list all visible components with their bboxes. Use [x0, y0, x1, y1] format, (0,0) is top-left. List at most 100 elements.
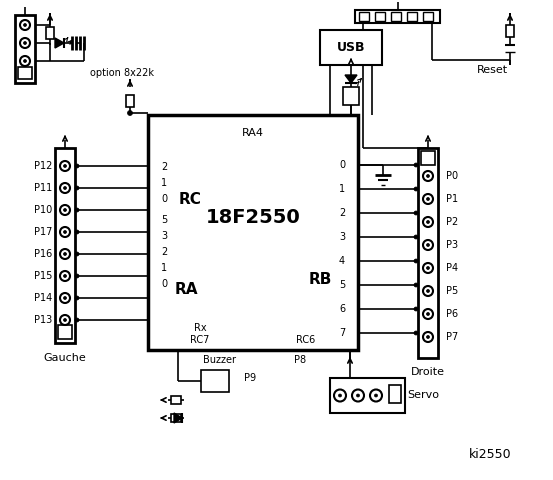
Text: RA: RA: [174, 283, 198, 298]
Text: P2: P2: [446, 217, 458, 227]
Text: P0: P0: [446, 171, 458, 181]
Text: P12: P12: [34, 161, 52, 171]
Text: ki2550: ki2550: [469, 448, 512, 461]
Circle shape: [423, 332, 433, 342]
Bar: [355, 10, 440, 23]
Bar: [46, 27, 54, 39]
Circle shape: [60, 183, 70, 193]
Polygon shape: [345, 75, 357, 83]
Text: P7: P7: [446, 332, 458, 342]
Text: 1: 1: [161, 178, 167, 188]
Text: RC6: RC6: [296, 335, 316, 345]
Circle shape: [64, 297, 66, 300]
Circle shape: [75, 252, 79, 256]
Circle shape: [426, 243, 430, 247]
Circle shape: [334, 389, 346, 401]
Bar: [506, 25, 514, 37]
Text: 2: 2: [161, 247, 167, 257]
Text: P10: P10: [34, 205, 52, 215]
Text: P11: P11: [34, 183, 52, 193]
Circle shape: [414, 211, 418, 215]
Text: RC: RC: [179, 192, 201, 207]
Text: RA4: RA4: [242, 128, 264, 138]
Text: Gauche: Gauche: [44, 353, 86, 363]
Text: P15: P15: [34, 271, 52, 281]
Text: 5: 5: [339, 280, 345, 290]
Bar: [148, 115, 358, 350]
Text: 3: 3: [161, 231, 167, 241]
Bar: [343, 87, 359, 105]
Bar: [418, 148, 438, 358]
Text: 0: 0: [161, 194, 167, 204]
Circle shape: [75, 318, 79, 322]
Circle shape: [75, 208, 79, 212]
Bar: [201, 370, 229, 392]
Circle shape: [426, 197, 430, 201]
Bar: [421, 151, 435, 165]
Circle shape: [414, 259, 418, 263]
Circle shape: [414, 187, 418, 191]
Circle shape: [64, 252, 66, 255]
Bar: [55, 148, 75, 343]
Circle shape: [414, 331, 418, 335]
Circle shape: [60, 315, 70, 325]
Polygon shape: [55, 38, 64, 48]
Circle shape: [75, 274, 79, 278]
Bar: [330, 378, 405, 413]
Bar: [391, 12, 401, 21]
Circle shape: [64, 275, 66, 277]
Text: 4: 4: [339, 256, 345, 266]
Circle shape: [23, 41, 27, 45]
Circle shape: [426, 289, 430, 292]
Circle shape: [426, 266, 430, 269]
Circle shape: [60, 161, 70, 171]
Circle shape: [128, 110, 133, 116]
Circle shape: [60, 227, 70, 237]
Circle shape: [426, 312, 430, 315]
Text: 2: 2: [339, 208, 345, 218]
Circle shape: [423, 286, 433, 296]
Text: 0: 0: [161, 279, 167, 289]
Circle shape: [64, 230, 66, 233]
Circle shape: [75, 230, 79, 234]
Text: P13: P13: [34, 315, 52, 325]
Text: 0: 0: [339, 160, 345, 170]
Circle shape: [64, 165, 66, 168]
Circle shape: [414, 307, 418, 311]
Circle shape: [370, 389, 382, 401]
Text: 2: 2: [161, 162, 167, 172]
Bar: [407, 12, 417, 21]
Circle shape: [338, 394, 342, 397]
Text: P17: P17: [34, 227, 52, 237]
Circle shape: [414, 235, 418, 239]
Bar: [320, 30, 382, 65]
Circle shape: [423, 240, 433, 250]
Bar: [58, 325, 72, 339]
Circle shape: [23, 60, 27, 62]
Circle shape: [75, 296, 79, 300]
Text: RB: RB: [309, 273, 332, 288]
Circle shape: [423, 309, 433, 319]
Text: P16: P16: [34, 249, 52, 259]
Circle shape: [60, 271, 70, 281]
Text: P6: P6: [446, 309, 458, 319]
Circle shape: [352, 389, 364, 401]
Text: Reset: Reset: [477, 65, 508, 75]
Bar: [359, 12, 369, 21]
Text: Buzzer: Buzzer: [204, 355, 237, 365]
Text: 18F2550: 18F2550: [206, 208, 300, 227]
Text: Servo: Servo: [407, 391, 439, 400]
Circle shape: [423, 217, 433, 227]
Text: USB: USB: [337, 41, 365, 54]
Bar: [171, 414, 181, 422]
Text: P4: P4: [446, 263, 458, 273]
Bar: [171, 396, 181, 404]
Text: P3: P3: [446, 240, 458, 250]
Circle shape: [23, 24, 27, 26]
Circle shape: [426, 220, 430, 224]
Text: 1: 1: [161, 263, 167, 273]
Bar: [126, 95, 134, 107]
Circle shape: [357, 394, 359, 397]
Circle shape: [423, 263, 433, 273]
Text: P5: P5: [446, 286, 458, 296]
